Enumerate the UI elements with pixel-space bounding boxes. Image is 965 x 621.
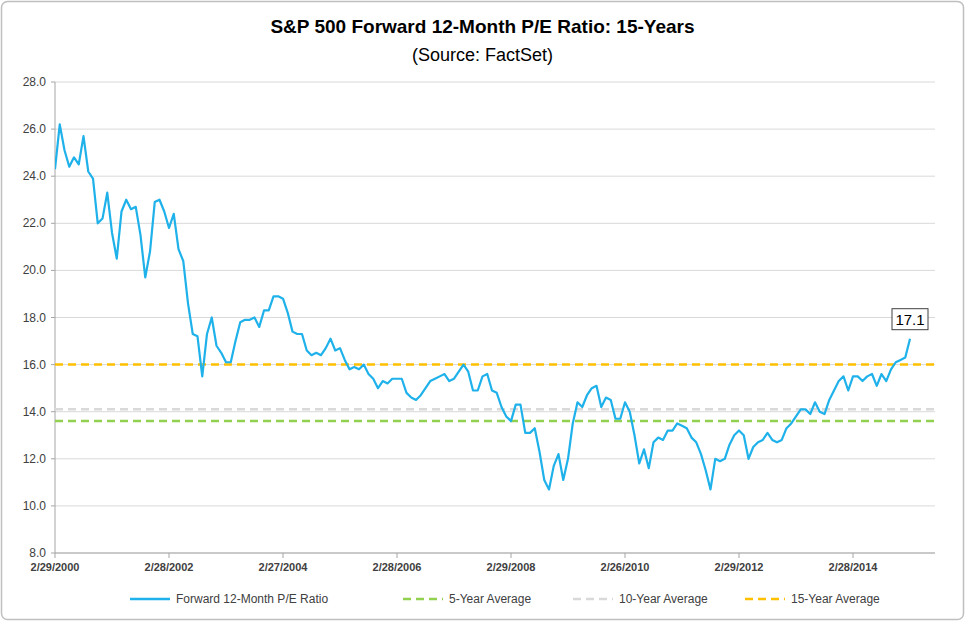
grid-line bbox=[55, 458, 935, 459]
annotation-label: 17.1 bbox=[895, 311, 924, 328]
tick-mark bbox=[51, 505, 55, 506]
tick-mark bbox=[51, 82, 55, 83]
tick-mark bbox=[51, 553, 55, 554]
tick-label: 2/28/2006 bbox=[373, 561, 422, 573]
tick-label: 8.0 bbox=[29, 546, 46, 560]
tick-label: 18.0 bbox=[23, 311, 47, 325]
tick-mark bbox=[51, 176, 55, 177]
series-line bbox=[55, 124, 910, 489]
tick-label: 2/27/2004 bbox=[259, 561, 309, 573]
tick-label: 10.0 bbox=[23, 499, 47, 513]
tick-mark bbox=[51, 458, 55, 459]
legend: Forward 12-Month P/E Ratio 5-Year Average… bbox=[130, 592, 880, 606]
reference-line bbox=[55, 363, 935, 366]
grid-line bbox=[55, 270, 935, 271]
tick-mark bbox=[511, 553, 512, 558]
y-axis-line bbox=[55, 82, 56, 553]
subtitle: (Source: FactSet) bbox=[412, 45, 553, 65]
legend-swatch bbox=[745, 598, 785, 601]
plot-area bbox=[55, 124, 935, 489]
tick-mark bbox=[51, 411, 55, 412]
annotation: 17.1 bbox=[892, 309, 928, 330]
grid-line bbox=[55, 129, 935, 130]
grid-line bbox=[55, 411, 935, 412]
tick-label: 12.0 bbox=[23, 452, 47, 466]
grid-line bbox=[55, 553, 935, 554]
tick-mark bbox=[397, 553, 398, 558]
tick-mark bbox=[51, 364, 55, 365]
chart-border bbox=[2, 2, 964, 620]
legend-label: Forward 12-Month P/E Ratio bbox=[176, 592, 328, 606]
tick-label: 2/28/2002 bbox=[145, 561, 194, 573]
tick-label: 28.0 bbox=[23, 75, 47, 89]
grid-line bbox=[55, 317, 935, 318]
legend-label: 15-Year Average bbox=[791, 592, 880, 606]
reference-line bbox=[55, 420, 935, 423]
tick-label: 22.0 bbox=[23, 216, 47, 230]
tick-mark bbox=[625, 553, 626, 558]
tick-mark bbox=[51, 129, 55, 130]
y-axis: 8.0 10.0 12.0 14.0 16.0 18.0 20.0 22.0 24.0 26.0 2… bbox=[23, 75, 935, 560]
tick-mark bbox=[51, 317, 55, 318]
tick-label: 26.0 bbox=[23, 122, 47, 136]
annotation-box bbox=[892, 309, 928, 330]
tick-label: 2/29/2008 bbox=[487, 561, 536, 573]
tick-label: 20.0 bbox=[23, 263, 47, 277]
tick-mark bbox=[51, 270, 55, 271]
tick-label: 24.0 bbox=[23, 169, 47, 183]
x-axis: 2/29/2000 2/28/2002 2/27/2004 2/28/2006 2/29… bbox=[31, 553, 879, 573]
tick-mark bbox=[55, 553, 56, 558]
tick-label: 2/29/2012 bbox=[715, 561, 764, 573]
grid-line bbox=[55, 82, 935, 83]
grid-line bbox=[55, 364, 935, 365]
grid-line bbox=[55, 223, 935, 224]
legend-swatch bbox=[130, 598, 170, 601]
tick-label: 2/26/2010 bbox=[601, 561, 650, 573]
legend-label: 5-Year Average bbox=[449, 592, 531, 606]
tick-mark bbox=[51, 223, 55, 224]
legend-swatch bbox=[403, 598, 443, 601]
tick-label: 14.0 bbox=[23, 405, 47, 419]
tick-mark bbox=[283, 553, 284, 558]
chart: S&P 500 Forward 12-Month P/E Ratio: 15-Y… bbox=[0, 0, 965, 621]
tick-mark bbox=[853, 553, 854, 558]
tick-label: 16.0 bbox=[23, 358, 47, 372]
tick-label: 2/29/2000 bbox=[31, 561, 80, 573]
tick-mark bbox=[739, 553, 740, 558]
tick-mark bbox=[169, 553, 170, 558]
legend-swatch bbox=[573, 598, 613, 601]
tick-label: 2/28/2014 bbox=[829, 561, 879, 573]
grid-line bbox=[55, 176, 935, 177]
title: S&P 500 Forward 12-Month P/E Ratio: 15-Y… bbox=[270, 16, 694, 37]
legend-label: 10-Year Average bbox=[619, 592, 708, 606]
x-axis-line bbox=[55, 553, 935, 554]
grid-line bbox=[55, 505, 935, 506]
